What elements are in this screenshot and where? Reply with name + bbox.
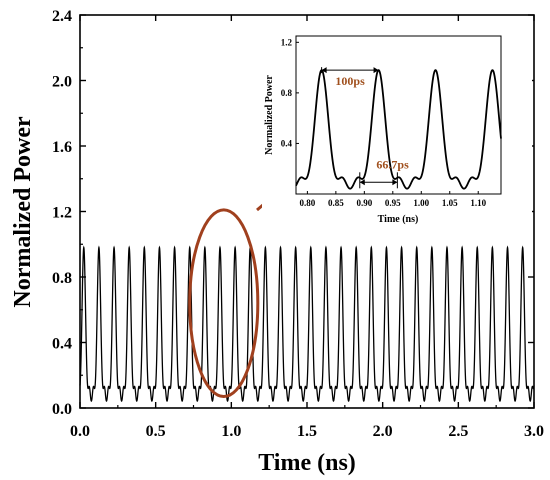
- inset-plot-frame: [295, 35, 502, 195]
- highlight-ellipse: [188, 208, 260, 399]
- main-x-tick-label: 0.5: [146, 423, 166, 440]
- inset-arrow-head-left: [321, 67, 327, 74]
- inset-y-axis-title: Normalized Power: [264, 75, 275, 155]
- inset-x-tick-label: 0.90: [356, 198, 372, 208]
- inset-arrow-head-right: [392, 179, 398, 186]
- inset-y-tick-label: 0.4: [281, 138, 293, 148]
- inset-x-tick-label: 0.95: [385, 198, 401, 208]
- main-x-tick-label: 2.5: [448, 423, 468, 440]
- inset-x-tick-label: 0.80: [300, 198, 316, 208]
- main-y-tick-label: 0.4: [52, 336, 72, 353]
- annotation-66-7ps: 66.7ps: [376, 157, 409, 171]
- main-y-tick-label: 0.0: [52, 401, 72, 418]
- inset-series-line: [295, 69, 502, 190]
- main-y-tick-label: 1.6: [52, 139, 72, 156]
- main-y-tick-label: 2.4: [52, 8, 72, 25]
- main-x-tick-label: 1.5: [297, 423, 317, 440]
- inset-arrow-head-left: [359, 179, 365, 186]
- main-x-tick-label: 0.0: [70, 423, 90, 440]
- inset-y-tick-label: 1.2: [281, 37, 293, 47]
- main-x-tick-label: 3.0: [524, 423, 544, 440]
- inset-x-tick-label: 1.10: [470, 198, 486, 208]
- main-x-tick-label: 2.0: [373, 423, 393, 440]
- inset-arrow-head-right: [373, 67, 379, 74]
- main-series-line: [79, 245, 535, 402]
- main-x-axis-title: Time (ns): [258, 450, 356, 476]
- inset-x-tick-label: 1.00: [413, 198, 429, 208]
- main-y-axis-title: Normalized Power: [10, 116, 36, 308]
- main-ticks: 0.0 0.5 1.0 1.5 2.0 2.5 3.0 0.0 0.4 0.8 1.2 1.6 2.0 2…: [52, 8, 544, 440]
- main-y-tick-label: 2.0: [52, 74, 72, 91]
- inset-y-tick-label: 0.8: [281, 88, 293, 98]
- inset-ticks: 0.80 0.85 0.90 0.95 1.00 1.05 1.10 0.4 0.8 1.2: [281, 37, 487, 208]
- inset-x-axis-title: Time (ns): [378, 214, 419, 225]
- annotation-100ps: 100ps: [335, 74, 365, 88]
- inset-background: [262, 28, 532, 240]
- inset-x-tick-label: 1.05: [442, 198, 458, 208]
- main-y-tick-label: 1.2: [52, 205, 72, 222]
- inset-annotations: 100ps 66.7ps: [321, 67, 409, 189]
- main-y-tick-label: 0.8: [52, 270, 72, 287]
- main-x-tick-label: 1.0: [221, 423, 241, 440]
- inset-x-tick-label: 0.85: [328, 198, 344, 208]
